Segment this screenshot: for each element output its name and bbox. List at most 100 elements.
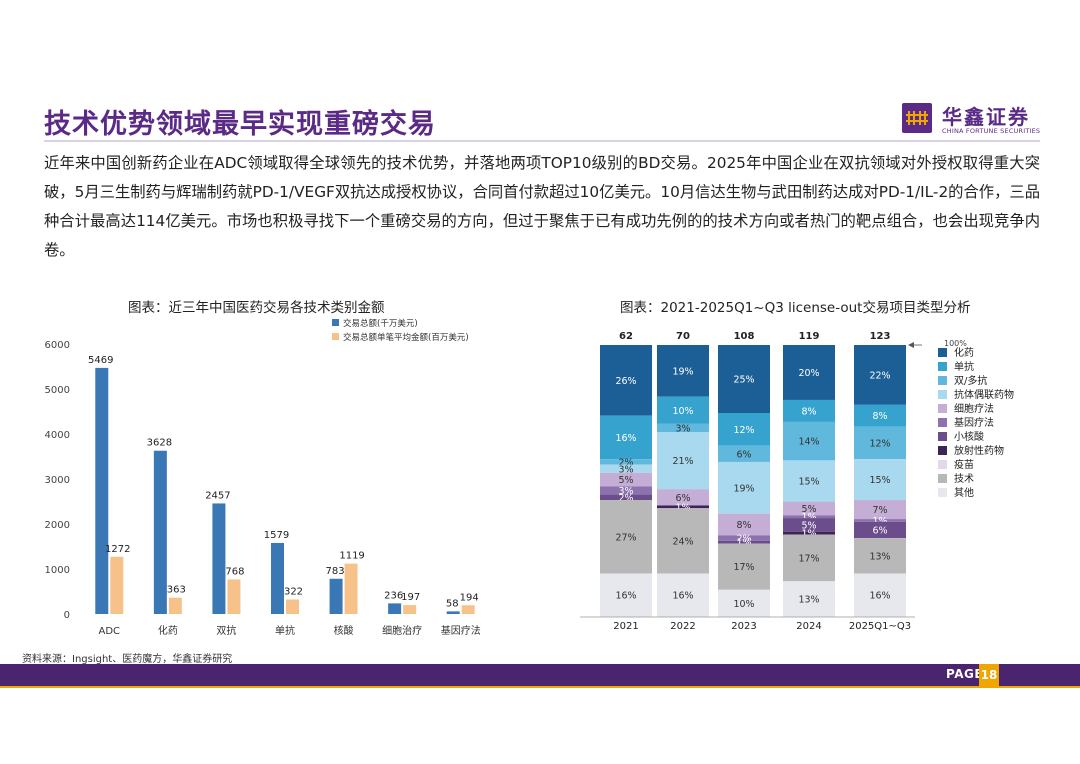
legend-swatch [938, 432, 947, 441]
y-tick-label: 3000 [45, 475, 70, 486]
stacked-segment [718, 543, 770, 590]
segment-data-label: 19% [733, 483, 754, 494]
stacked-segment [854, 426, 906, 460]
stacked-segment [854, 573, 906, 617]
segment-data-label: 6% [675, 493, 690, 504]
logo-name-cn: 华鑫证券 [942, 105, 1030, 129]
stacked-segment [657, 573, 709, 617]
legend-swatch [332, 333, 339, 340]
segment-data-label: 6% [736, 449, 751, 460]
y-tick-label: 5000 [45, 385, 70, 396]
x-tick-label: 2024 [796, 621, 821, 632]
segment-data-label: 16% [615, 433, 636, 444]
bar [446, 611, 460, 614]
bar [153, 450, 167, 614]
y-tick-label: 1000 [45, 565, 70, 576]
bar-data-label: 363 [167, 585, 186, 596]
tech-category-amount-chart: 0 1000 2000 3000 4000 5000 6000 5469 1272 ADC 3628… [45, 318, 481, 637]
segment-data-label: 19% [672, 366, 693, 377]
stacked-segment [718, 535, 770, 541]
segment-data-label: 12% [733, 425, 754, 436]
stacked-segment [783, 345, 835, 400]
x-tick-label: 单抗 [275, 624, 295, 637]
bar [271, 542, 284, 614]
legend-swatch [938, 404, 947, 413]
legend-label: 双/多抗 [954, 374, 987, 387]
segment-data-label: 3% [618, 464, 633, 475]
segment-data-label: 5% [801, 520, 816, 531]
bar [227, 579, 241, 614]
segment-data-label: 25% [733, 375, 754, 386]
legend-swatch [938, 390, 947, 399]
legend-label: 化药 [954, 346, 974, 359]
stacked-segment [783, 399, 835, 422]
stacked-segment [854, 404, 906, 427]
legend-label: 其他 [954, 486, 974, 499]
legend-label: 放射性药物 [954, 444, 1004, 457]
segment-data-label: 8% [872, 411, 887, 422]
segment-data-label: 26% [615, 376, 636, 387]
top-marker-arrow [908, 342, 914, 348]
stacked-segment [718, 540, 770, 544]
bar-data-label: 3628 [147, 438, 172, 449]
legend-swatch [938, 460, 947, 469]
stacked-segment [783, 534, 835, 582]
stacked-segment [854, 538, 906, 574]
stacked-segment [657, 396, 709, 424]
legend-swatch [938, 446, 947, 455]
segment-data-label: 20% [798, 368, 819, 379]
stacked-segment [783, 421, 835, 461]
stacked-segment [657, 432, 709, 490]
segment-data-label: 10% [733, 599, 754, 610]
x-tick-label: 2021 [613, 621, 638, 632]
bar-total-label: 70 [676, 331, 690, 342]
stacked-segment [718, 461, 770, 514]
bar-data-label: 768 [225, 566, 244, 577]
x-tick-label: 2025Q1~Q3 [849, 621, 911, 632]
bar [168, 597, 182, 614]
slide-title: 技术优势领域最早实现重磅交易 [44, 109, 436, 140]
stacked-segment [600, 486, 652, 495]
stacked-segment [783, 501, 835, 516]
stacked-segment [600, 494, 652, 501]
stacked-segment [854, 345, 906, 405]
segment-data-label: 1% [675, 502, 690, 513]
segment-data-label: 27% [615, 532, 636, 543]
stacked-segment [854, 519, 906, 522]
legend-swatch [332, 319, 339, 326]
bar-total-label: 123 [870, 331, 891, 342]
stacked-segment [600, 573, 652, 617]
stacked-segment [600, 415, 652, 460]
bar [329, 578, 343, 614]
y-tick-label: 6000 [45, 340, 70, 351]
segment-data-label: 8% [736, 520, 751, 531]
footer-accent [0, 686, 1080, 688]
top-marker-label: 100% [944, 339, 967, 348]
legend-label: 疫苗 [954, 458, 974, 471]
x-tick-label: ADC [99, 626, 121, 637]
bar-total-label: 62 [619, 331, 633, 342]
x-tick-label: 2023 [731, 621, 756, 632]
x-tick-label: 基因疗法 [441, 624, 481, 637]
logo-mark-icon [902, 103, 932, 133]
bar [344, 563, 358, 614]
left-chart-title: 图表：近三年中国医药交易各技术类别金额 [128, 300, 385, 316]
legend-label: 技术 [954, 472, 974, 485]
legend-label: 抗体偶联药物 [954, 388, 1014, 401]
stacked-segment [854, 500, 906, 520]
y-tick-label: 4000 [45, 430, 70, 441]
segment-data-label: 5% [801, 504, 816, 515]
stacked-segment [657, 345, 709, 397]
legend-label: 基因疗法 [954, 416, 994, 429]
stacked-segment [783, 518, 835, 532]
bar [388, 603, 402, 614]
legend-label: 小核酸 [954, 430, 984, 443]
company-logo: 华鑫证券 CHINA FORTUNE SECURITIES [902, 103, 1042, 137]
footer-bar [0, 664, 1080, 686]
license-out-type-chart: 26%16%2%3%5%3%2%27%16%62202119%10%3%21%6… [580, 331, 1014, 632]
legend-label: 细胞疗法 [954, 402, 994, 415]
data-source: 资料来源：Ingsight、医药魔方，华鑫证券研究 [22, 654, 233, 665]
bar-data-label: 322 [284, 587, 303, 598]
segment-data-label: 16% [869, 591, 890, 602]
stacked-segment [718, 413, 770, 446]
